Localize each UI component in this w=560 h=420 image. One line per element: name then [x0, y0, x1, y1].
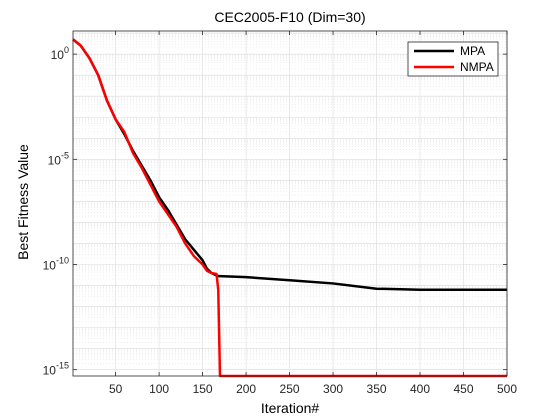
x-tick-label: 100 [149, 382, 169, 396]
legend-label-nmpa: NMPA [460, 60, 494, 74]
x-tick-label: 200 [236, 382, 256, 396]
grid-layer [73, 31, 508, 376]
chart-title: CEC2005-F10 (Dim=30) [214, 9, 365, 25]
x-tick-label: 450 [453, 382, 473, 396]
y-tick-label: 10-5 [48, 150, 69, 167]
x-tick-label: 50 [109, 382, 123, 396]
legend: MPA NMPA [407, 41, 499, 77]
x-tick-label: 400 [410, 382, 430, 396]
x-axis-label: Iteration# [261, 400, 320, 416]
y-axis-label: Best Fitness Value [15, 144, 31, 260]
x-tick-label: 350 [367, 382, 387, 396]
y-tick-label: 10-15 [43, 361, 69, 378]
x-tick-label: 150 [193, 382, 213, 396]
x-tick-label: 300 [323, 382, 343, 396]
axes-layer [72, 30, 508, 377]
legend-box [407, 41, 499, 77]
x-tick-label: 500 [497, 382, 517, 396]
tick-layer: 50 100 150 200 250 300 350 400 450 500 100 10-5 10-1… [43, 31, 517, 396]
y-tick-label: 10-10 [43, 256, 69, 273]
legend-label-mpa: MPA [460, 44, 485, 58]
y-tick-label: 100 [51, 45, 69, 62]
x-tick-label: 250 [280, 382, 300, 396]
axes-box [72, 30, 508, 377]
